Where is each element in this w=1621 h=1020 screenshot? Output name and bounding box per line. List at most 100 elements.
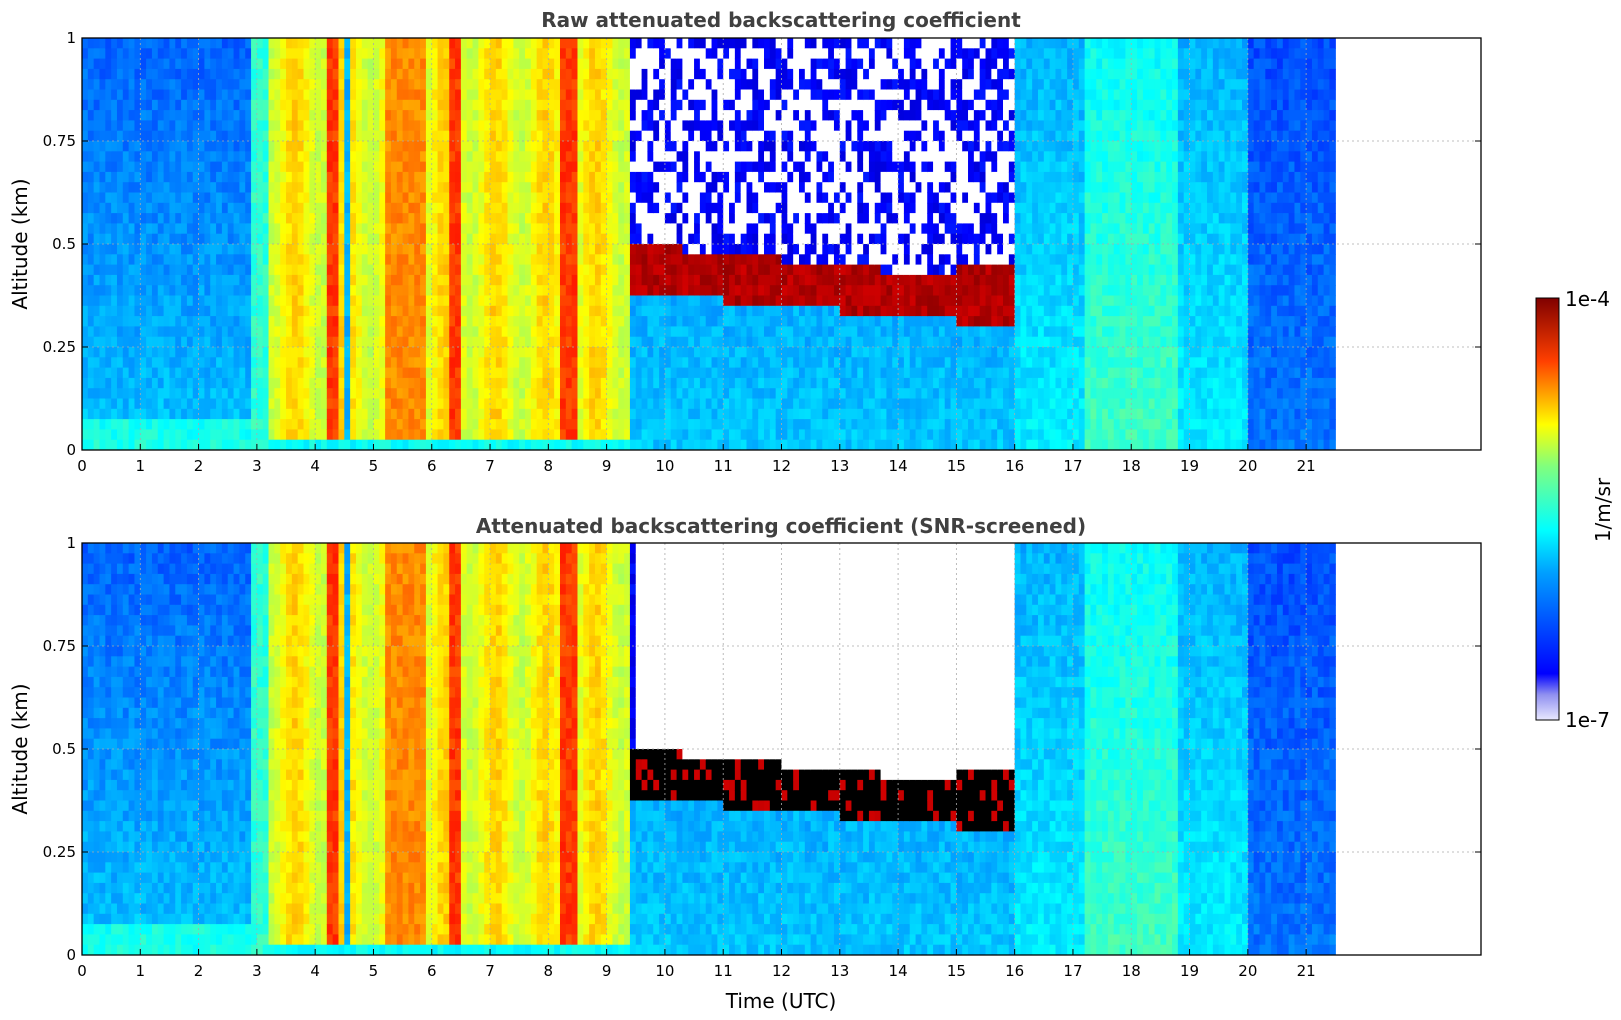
heatmap-cell bbox=[653, 171, 660, 183]
heatmap-cell bbox=[507, 285, 514, 297]
heatmap-cell bbox=[437, 89, 445, 101]
heatmap-cell bbox=[723, 68, 730, 80]
heatmap-cell bbox=[764, 161, 771, 173]
heatmap-cell bbox=[705, 223, 713, 235]
heatmap-cell bbox=[542, 357, 549, 369]
heatmap-cell bbox=[577, 79, 584, 91]
heatmap-cell bbox=[554, 182, 561, 194]
heatmap-cell bbox=[87, 223, 95, 235]
heatmap-cell bbox=[221, 48, 229, 60]
heatmap-cell bbox=[291, 141, 299, 152]
heatmap-cell bbox=[134, 429, 141, 441]
heatmap-cell bbox=[455, 202, 462, 214]
heatmap-cell bbox=[385, 213, 392, 224]
heatmap-cell bbox=[332, 233, 340, 245]
heatmap-cell bbox=[385, 202, 392, 214]
heatmap-cell bbox=[286, 336, 293, 348]
heatmap-cell bbox=[559, 38, 567, 49]
heatmap-cell bbox=[262, 439, 270, 450]
heatmap-cell bbox=[414, 398, 421, 410]
heatmap-cell bbox=[169, 244, 176, 255]
heatmap-cell bbox=[670, 429, 678, 441]
heatmap-cell bbox=[781, 202, 788, 214]
heatmap-cell bbox=[140, 347, 147, 358]
heatmap-cell bbox=[449, 141, 456, 152]
heatmap-cell bbox=[414, 182, 421, 194]
heatmap-cell bbox=[752, 213, 759, 224]
heatmap-cell bbox=[565, 305, 573, 317]
heatmap-cell bbox=[455, 254, 462, 266]
heatmap-cell bbox=[297, 326, 305, 338]
heatmap-cell bbox=[571, 79, 579, 91]
heatmap-cell bbox=[472, 326, 479, 338]
heatmap-cell bbox=[752, 68, 759, 80]
heatmap-cell bbox=[105, 48, 112, 60]
heatmap-cell bbox=[134, 316, 141, 327]
heatmap-cell bbox=[548, 264, 555, 276]
heatmap-cell bbox=[169, 110, 176, 121]
heatmap-cell bbox=[233, 419, 240, 430]
heatmap-cell bbox=[163, 264, 171, 276]
heatmap-cell bbox=[530, 233, 538, 245]
heatmap-cell bbox=[111, 141, 118, 152]
heatmap-cell bbox=[396, 336, 404, 348]
heatmap-cell bbox=[466, 326, 474, 338]
heatmap-cell bbox=[111, 305, 118, 317]
heatmap-cell bbox=[443, 202, 450, 214]
heatmap-cell bbox=[309, 192, 316, 204]
heatmap-cell bbox=[181, 38, 188, 49]
heatmap-cell bbox=[629, 68, 637, 80]
heatmap-cell bbox=[653, 161, 660, 173]
heatmap-cell bbox=[221, 398, 229, 410]
heatmap-cell bbox=[210, 316, 217, 327]
heatmap-cell bbox=[734, 295, 742, 307]
heatmap-cell bbox=[216, 89, 223, 101]
heatmap-cell bbox=[420, 429, 427, 441]
heatmap-cell bbox=[787, 233, 794, 245]
heatmap-cell bbox=[717, 38, 724, 49]
heatmap-cell bbox=[379, 89, 386, 101]
heatmap-cell bbox=[151, 295, 159, 307]
heatmap-cell bbox=[781, 130, 788, 142]
heatmap-cell bbox=[455, 398, 462, 410]
heatmap-cell bbox=[233, 213, 240, 224]
heatmap-cell bbox=[128, 439, 136, 450]
heatmap-cell bbox=[291, 171, 299, 183]
heatmap-cell bbox=[122, 79, 130, 91]
heatmap-cell bbox=[408, 182, 415, 194]
heatmap-cell bbox=[256, 68, 264, 80]
heatmap-cell bbox=[682, 367, 689, 379]
heatmap-cell bbox=[437, 357, 445, 369]
heatmap-cell bbox=[594, 429, 602, 441]
heatmap-cell bbox=[583, 264, 590, 276]
heatmap-cell bbox=[758, 254, 765, 266]
heatmap-cell bbox=[798, 398, 806, 410]
heatmap-cell bbox=[781, 316, 788, 327]
heatmap-cell bbox=[233, 110, 240, 121]
heatmap-cell bbox=[204, 264, 211, 276]
heatmap-cell bbox=[233, 223, 240, 235]
heatmap-cell bbox=[256, 377, 264, 389]
heatmap-cell bbox=[116, 58, 124, 70]
heatmap-cell bbox=[175, 254, 182, 266]
heatmap-cell bbox=[390, 254, 398, 266]
heatmap-cell bbox=[414, 408, 421, 420]
heatmap-cell bbox=[664, 316, 672, 327]
heatmap-cell bbox=[688, 223, 695, 235]
heatmap-cell bbox=[723, 388, 730, 400]
heatmap-cell bbox=[501, 347, 509, 358]
heatmap-cell bbox=[781, 171, 788, 183]
heatmap-cell bbox=[192, 141, 200, 152]
heatmap-cell bbox=[286, 89, 293, 101]
heatmap-cell bbox=[326, 408, 334, 420]
heatmap-cell bbox=[157, 151, 165, 163]
heatmap-cell bbox=[554, 347, 561, 358]
heatmap-cell bbox=[82, 254, 89, 266]
heatmap-cell bbox=[513, 244, 520, 255]
heatmap-cell bbox=[262, 285, 270, 297]
heatmap-cell bbox=[297, 130, 305, 142]
heatmap-cell bbox=[169, 79, 176, 91]
heatmap-cell bbox=[769, 38, 777, 49]
heatmap-cell bbox=[396, 213, 404, 224]
heatmap-cell bbox=[525, 89, 532, 101]
